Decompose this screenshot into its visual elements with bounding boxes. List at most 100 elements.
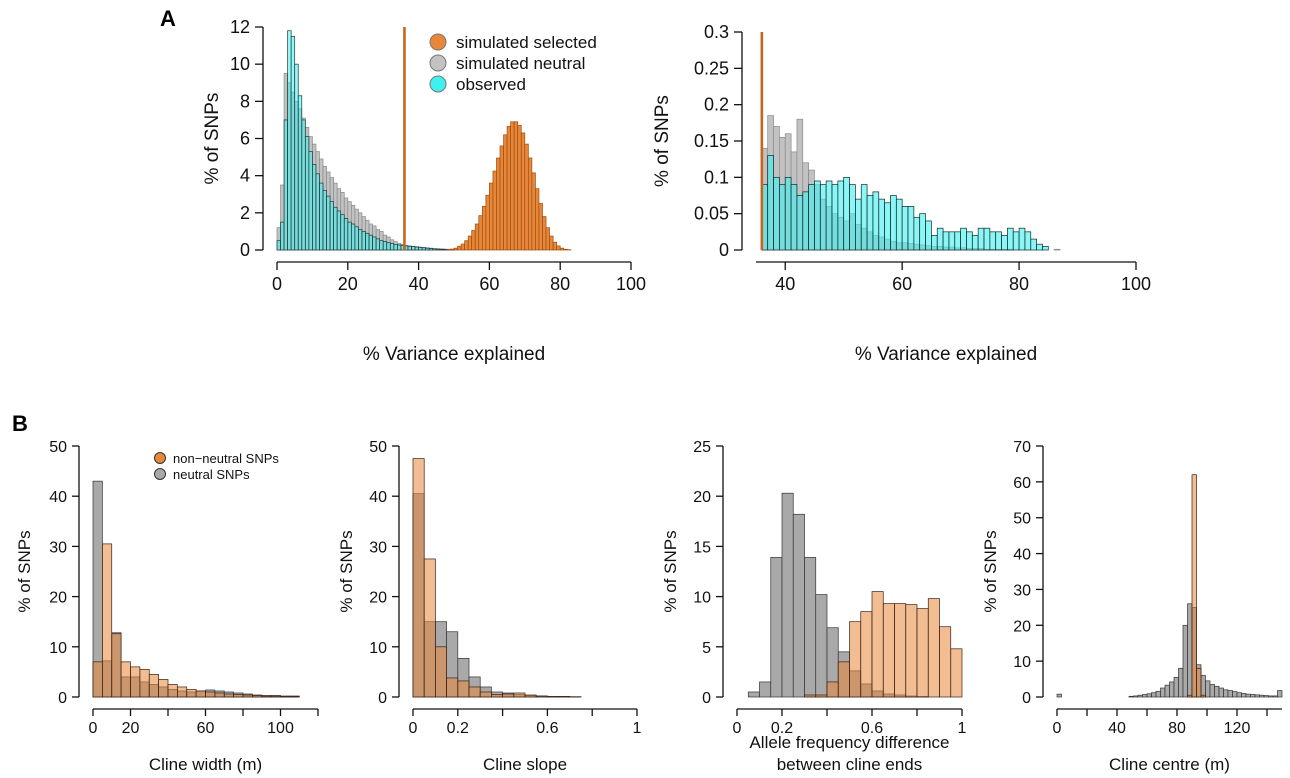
bar-non-neutral bbox=[435, 646, 447, 698]
panel-label-b: B bbox=[12, 411, 28, 436]
x-tick-label: 0.6 bbox=[536, 720, 558, 737]
bar-observed bbox=[831, 184, 839, 251]
bar-observed bbox=[860, 184, 868, 251]
bar-non-neutral bbox=[927, 598, 940, 698]
x-tick-label: 0 bbox=[89, 720, 98, 737]
bar-non-neutral bbox=[139, 669, 150, 698]
bar-neutral bbox=[1133, 695, 1139, 698]
bar-neutral bbox=[1151, 692, 1157, 698]
bar-non-neutral bbox=[120, 661, 131, 698]
bar-simulated-selected bbox=[552, 241, 558, 251]
y-tick-label: 40 bbox=[369, 489, 387, 506]
bar-non-neutral bbox=[92, 661, 103, 698]
bar-neutral bbox=[1214, 685, 1220, 698]
bar-non-neutral bbox=[815, 694, 828, 698]
x-tick-label: 20 bbox=[338, 274, 358, 294]
bar-observed bbox=[802, 191, 809, 251]
bar-observed bbox=[304, 136, 310, 251]
bar-neutral bbox=[1209, 684, 1215, 698]
bar-simulated-selected bbox=[485, 194, 490, 251]
bar-observed bbox=[1018, 227, 1026, 251]
bar-observed bbox=[808, 184, 815, 251]
bar-simulated-selected bbox=[559, 247, 565, 251]
bar-non-neutral bbox=[468, 686, 481, 698]
chart-cline-width: 0 10 20 30 40 50 0 20 60 100 Cline width (m) % of S… bbox=[15, 439, 319, 774]
bar-observed bbox=[425, 247, 430, 251]
bar-observed bbox=[301, 119, 306, 251]
y-tick-label: 20 bbox=[369, 590, 387, 607]
bar-observed bbox=[796, 195, 804, 251]
bar-observed bbox=[784, 176, 792, 251]
bar-non-neutral bbox=[167, 684, 178, 698]
bar-non-neutral bbox=[860, 611, 873, 698]
bar-observed bbox=[414, 246, 419, 251]
bar-observed bbox=[960, 227, 967, 251]
bar-neutral bbox=[1277, 690, 1283, 698]
bar-neutral bbox=[1245, 693, 1251, 698]
y-tick-label: 0.3 bbox=[704, 22, 729, 42]
bar-observed bbox=[989, 231, 997, 251]
bar-non-neutral bbox=[837, 661, 850, 698]
bar-simulated-selected bbox=[471, 230, 476, 251]
bar-observed bbox=[825, 180, 833, 251]
legend-marker bbox=[154, 452, 166, 464]
bar-non-neutral bbox=[223, 693, 234, 698]
bar-observed bbox=[347, 221, 352, 251]
bar-neutral bbox=[1205, 680, 1211, 698]
y-tick-label: 10 bbox=[693, 590, 711, 607]
bar-simulated-selected bbox=[524, 143, 529, 251]
bar-observed bbox=[773, 176, 780, 251]
bar-simulated-selected bbox=[513, 121, 519, 251]
bar-simulated-selected bbox=[545, 227, 550, 251]
bar-simulated-selected bbox=[503, 134, 508, 251]
bar-neutral bbox=[1056, 693, 1062, 698]
y-tick-label: 0 bbox=[58, 690, 67, 707]
bar-neutral bbox=[1173, 676, 1179, 698]
bar-observed bbox=[418, 247, 423, 251]
bar-observed bbox=[1036, 243, 1043, 251]
bar-observed bbox=[1007, 227, 1014, 251]
bar-non-neutral bbox=[214, 692, 225, 698]
bar-simulated-selected bbox=[453, 247, 458, 251]
bar-observed bbox=[971, 235, 979, 251]
bar-non-neutral bbox=[826, 681, 839, 698]
bar-observed bbox=[393, 244, 398, 251]
bar-neutral bbox=[1272, 695, 1278, 698]
bar-observed bbox=[315, 173, 320, 251]
bar-observed bbox=[375, 238, 381, 251]
bar-non-neutral bbox=[252, 695, 263, 698]
chart-allele-frequency-difference: 0 5 10 15 20 25 0 0.2 0.6 1 Allele frequency diffe… bbox=[661, 439, 967, 774]
x-tick-label: 20 bbox=[122, 720, 140, 737]
chart-variance-explained-zoom: 0 0.05 0.1 0.15 0.2 0.25 0.3 40 60 80 100 % Varianc… bbox=[652, 22, 1151, 365]
y-tick-label: 12 bbox=[230, 17, 250, 37]
x-tick-label: 0 bbox=[1053, 720, 1062, 737]
bar-simulated-selected bbox=[499, 145, 504, 251]
legend-label: simulated selected bbox=[456, 33, 597, 52]
y-tick-label: 10 bbox=[49, 640, 67, 657]
x-tick-label: 40 bbox=[1108, 720, 1126, 737]
x-tick-label: 0.2 bbox=[447, 720, 469, 737]
y-tick-label: 0 bbox=[702, 690, 711, 707]
bar-simulated-selected bbox=[481, 205, 487, 251]
y-tick-label: 40 bbox=[1013, 547, 1031, 564]
bar-non-neutral bbox=[513, 692, 526, 698]
bar-non-neutral bbox=[524, 694, 537, 698]
bar-non-neutral bbox=[446, 677, 459, 698]
bar-observed bbox=[443, 249, 448, 251]
y-tick-label: 0 bbox=[1022, 690, 1031, 707]
bar-non-neutral bbox=[195, 690, 206, 698]
legend-marker bbox=[429, 33, 447, 51]
bar-non-neutral bbox=[558, 696, 571, 698]
x-tick-label: 100 bbox=[1121, 274, 1151, 294]
y-tick-label: 8 bbox=[240, 91, 250, 111]
x-tick-label: 100 bbox=[616, 274, 646, 294]
bar-neutral bbox=[1268, 695, 1274, 698]
bar-non-neutral bbox=[491, 694, 503, 698]
y-tick-label: 0.25 bbox=[694, 58, 729, 78]
bar-non-neutral bbox=[261, 695, 272, 698]
y-tick-label: 0.05 bbox=[694, 204, 729, 224]
x-axis-label: Cline slope bbox=[483, 755, 567, 774]
bar-simulated-selected bbox=[464, 240, 469, 251]
bar-simulated-selected bbox=[467, 235, 473, 251]
bar-non-neutral bbox=[849, 621, 862, 698]
